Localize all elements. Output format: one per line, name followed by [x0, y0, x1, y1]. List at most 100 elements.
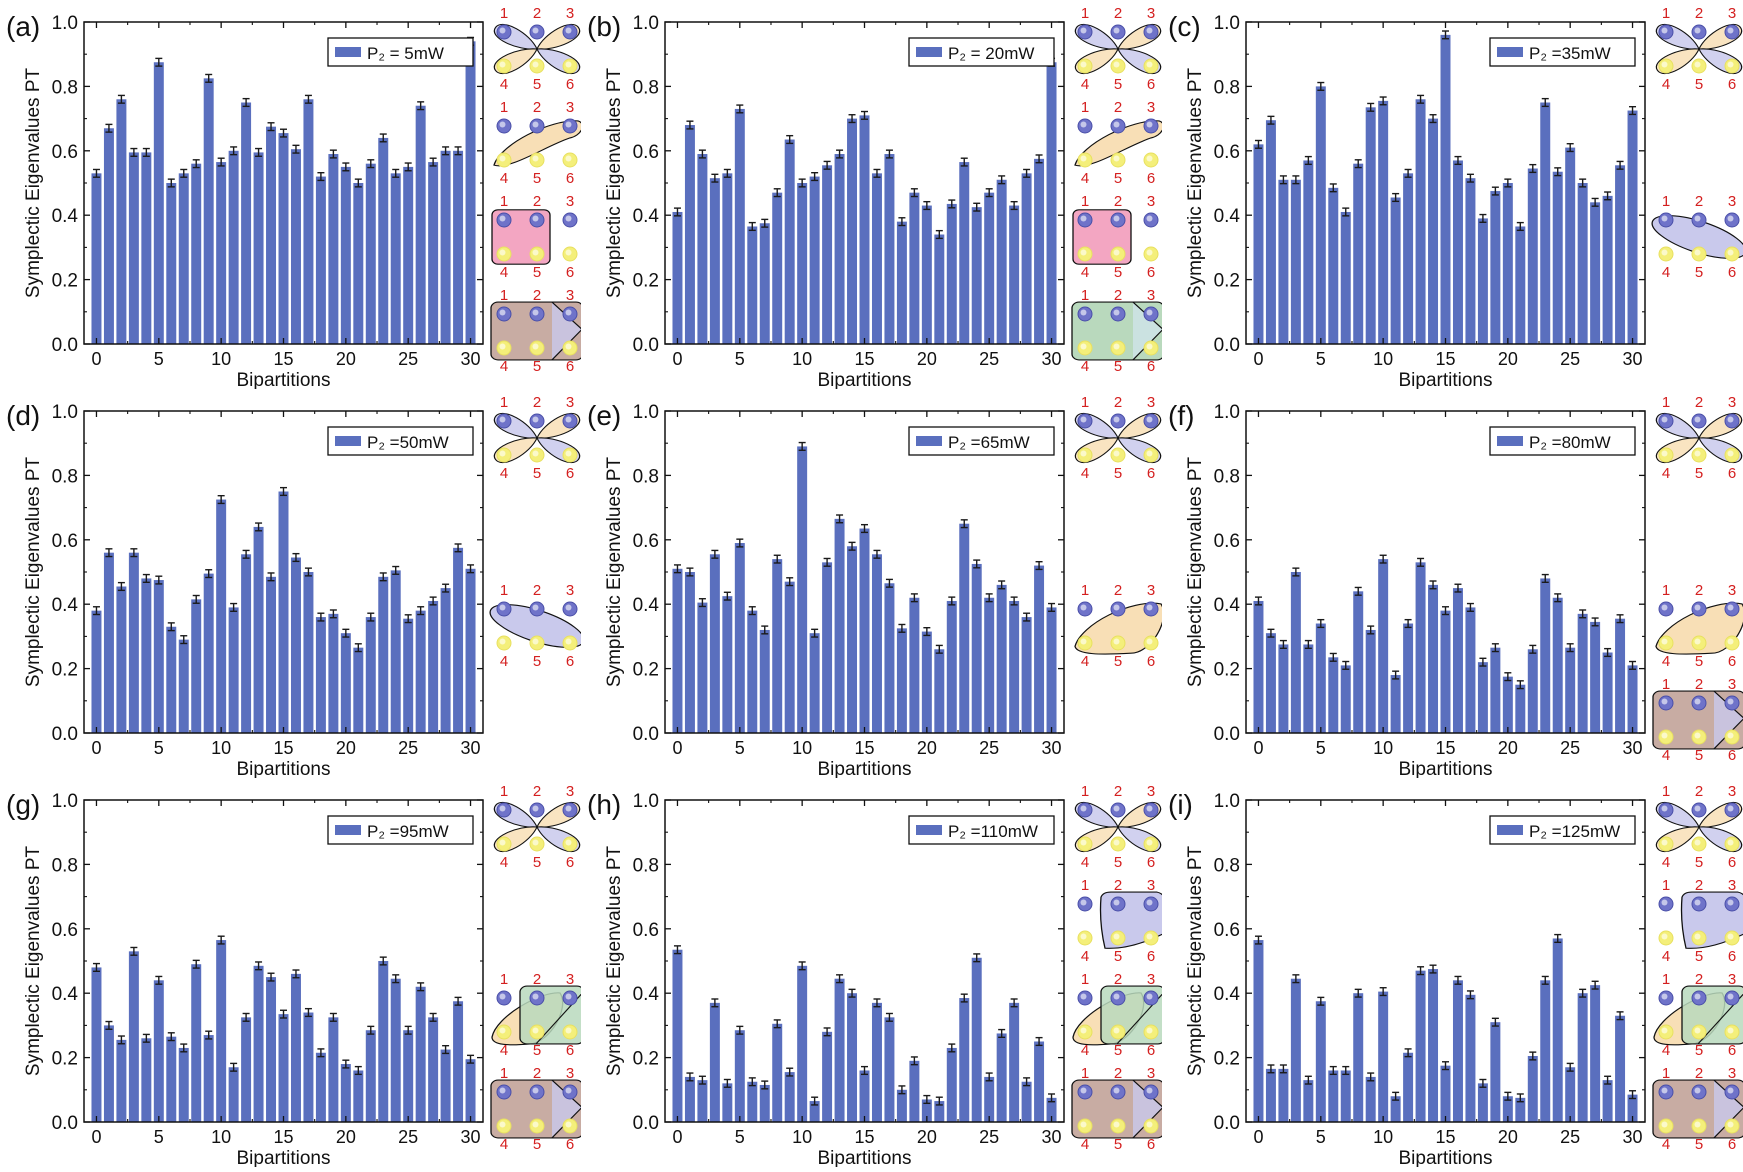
bar — [834, 978, 845, 1122]
bar — [1552, 597, 1563, 733]
error-bar — [910, 593, 918, 603]
mode-number-label: 6 — [1728, 747, 1736, 764]
bar — [797, 965, 808, 1122]
bar — [909, 1060, 920, 1122]
mode-number-label: 2 — [1695, 676, 1703, 693]
y-tick-label: 0.4 — [633, 984, 660, 1005]
bar — [1540, 102, 1551, 344]
bipartition-diagram: 1 2 3 4 5 6 — [1074, 394, 1162, 482]
error-bar — [1579, 988, 1587, 998]
x-tick-label: 5 — [735, 738, 745, 758]
error-bar — [935, 644, 943, 654]
error-bar — [1023, 612, 1031, 622]
bar — [909, 192, 920, 344]
error-bar — [873, 168, 881, 178]
mode-number-label: 1 — [1662, 5, 1670, 22]
bar — [440, 150, 451, 344]
error-bar — [960, 993, 968, 1003]
bar — [128, 951, 139, 1122]
bar — [1340, 665, 1351, 733]
error-bar — [417, 606, 425, 616]
bar — [315, 176, 326, 344]
mode-number-label: 5 — [1114, 264, 1122, 281]
mode-number-label: 1 — [1081, 193, 1089, 210]
y-axis-label: Symplectic Eigenvalues PT — [1185, 846, 1206, 1077]
error-bar — [1367, 1072, 1375, 1082]
mode-number-label: 1 — [500, 783, 508, 800]
y-tick-label: 0.2 — [633, 660, 659, 681]
error-bar — [1417, 94, 1425, 104]
error-bar — [836, 149, 844, 159]
mode-number-label: 2 — [533, 971, 541, 988]
x-tick-label: 20 — [1498, 349, 1518, 369]
mode-number-label: 3 — [1147, 582, 1155, 599]
bar — [178, 639, 189, 733]
mode-number-label: 4 — [500, 854, 508, 871]
x-axis-label: Bipartitions — [818, 759, 912, 778]
error-bar — [1279, 1064, 1287, 1074]
error-bar — [1491, 1017, 1499, 1027]
x-tick-label: 30 — [461, 738, 481, 758]
error-bar — [1010, 596, 1018, 606]
y-axis-label: Symplectic Eigenvalues PT — [604, 846, 625, 1077]
error-bar — [217, 935, 225, 945]
error-bar — [1267, 628, 1275, 638]
mode-number-label: 1 — [1081, 783, 1089, 800]
error-bar — [1454, 975, 1462, 985]
error-bar — [379, 572, 387, 582]
error-bar — [1379, 554, 1387, 564]
error-bar — [1267, 1064, 1275, 1074]
mode-number-label: 6 — [1728, 1042, 1736, 1059]
mode-number-label: 2 — [1114, 1065, 1122, 1082]
bar — [253, 152, 264, 344]
bipartition-diagram: 1 2 3 4 5 6 — [1652, 676, 1743, 764]
bar — [784, 581, 795, 733]
bar — [772, 1023, 783, 1122]
x-tick-label: 5 — [1316, 1127, 1326, 1147]
mode-number-label: 1 — [500, 99, 508, 116]
error-bar — [304, 1007, 312, 1018]
mode-number-label: 3 — [1728, 971, 1736, 988]
error-bar — [1591, 197, 1599, 207]
mode-number-label: 5 — [533, 264, 541, 281]
bar — [1615, 618, 1626, 733]
mode-number-label: 5 — [1695, 76, 1703, 93]
error-bar — [1292, 974, 1300, 984]
error-bar — [848, 541, 856, 551]
error-bar — [873, 549, 881, 559]
error-bar — [1566, 1062, 1574, 1072]
error-bar — [404, 162, 412, 172]
x-tick-label: 5 — [735, 349, 745, 369]
error-bar — [985, 1072, 993, 1082]
bar — [1365, 629, 1376, 733]
mode-number-label: 4 — [1662, 854, 1670, 871]
y-tick-label: 0.0 — [52, 335, 78, 356]
error-bar — [1591, 980, 1599, 990]
error-bar — [1317, 996, 1325, 1006]
error-bar — [317, 171, 325, 182]
error-bar — [467, 1054, 475, 1064]
error-bar — [1342, 660, 1350, 670]
error-bar — [467, 564, 475, 574]
error-bar — [167, 622, 175, 632]
x-axis-label: Bipartitions — [1399, 370, 1493, 389]
mode-number-label: 5 — [1695, 465, 1703, 482]
bar — [328, 613, 339, 733]
bar — [921, 631, 932, 733]
error-bar — [105, 123, 113, 133]
error-bar — [1466, 602, 1474, 612]
error-bar — [354, 643, 362, 653]
bar — [1353, 163, 1364, 344]
x-tick-label: 5 — [154, 1127, 164, 1147]
bar — [1502, 1096, 1513, 1122]
bar — [453, 1001, 464, 1122]
chart-panel: 0.0 0.2 0.4 0.6 0.8 1.0 0 5 10 15 20 25 30 Bipartitio… — [1162, 389, 1743, 780]
bar — [428, 1017, 439, 1122]
error-bar — [167, 1032, 175, 1042]
error-bar — [798, 178, 806, 188]
bar — [871, 554, 882, 733]
bar — [141, 152, 152, 344]
mode-number-label: 5 — [1114, 358, 1122, 375]
error-bar — [354, 1065, 362, 1076]
